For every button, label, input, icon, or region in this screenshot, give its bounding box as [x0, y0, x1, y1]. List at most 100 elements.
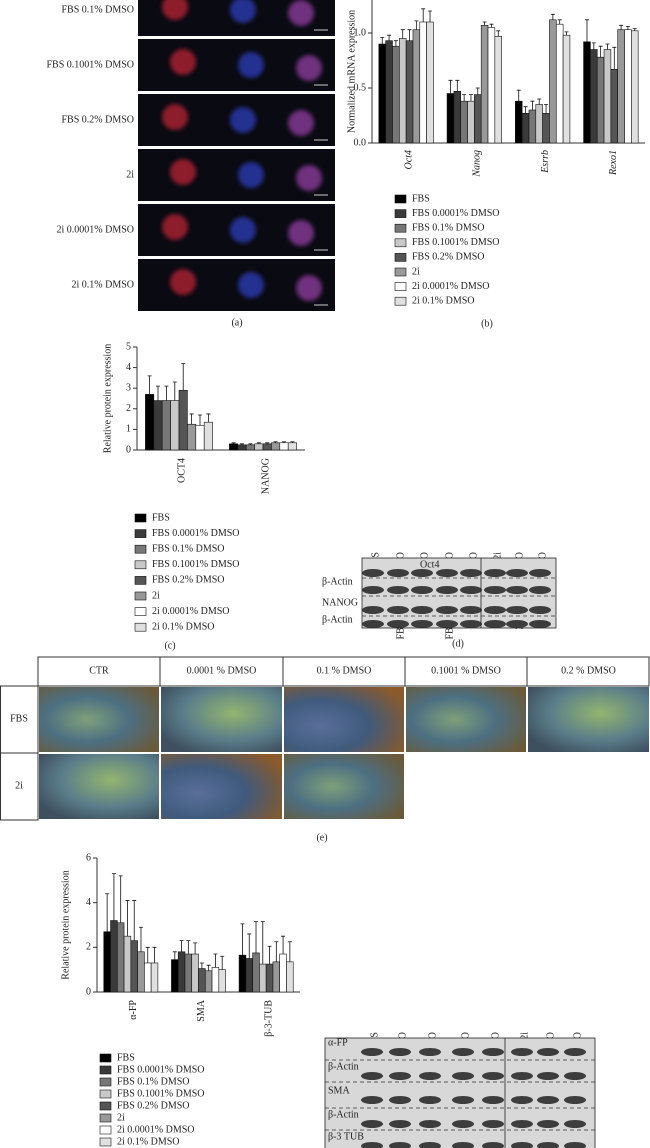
error-bar [240, 923, 245, 956]
colony [288, 110, 314, 136]
error-bar [118, 875, 123, 923]
legend-swatch [99, 1089, 112, 1099]
bar [195, 424, 205, 451]
row-header: 2i [15, 780, 23, 791]
band [482, 1120, 504, 1128]
band [537, 1072, 559, 1080]
y-tick-label: 0.0 [354, 137, 367, 148]
error-bar [400, 29, 405, 39]
legend-swatch [99, 1065, 112, 1075]
error-bar [281, 935, 286, 955]
bar [631, 30, 639, 144]
legend-label: 2i [152, 590, 160, 601]
legend-swatch [134, 622, 147, 632]
legend-swatch [134, 591, 147, 601]
error-bar [138, 926, 143, 952]
y-tick-label: 4 [126, 362, 131, 373]
bar [170, 400, 180, 451]
bar [123, 935, 132, 993]
band [537, 1142, 559, 1148]
band [436, 586, 458, 594]
error-bar [274, 941, 279, 962]
culture-image [528, 687, 649, 752]
legend-swatch [99, 1101, 112, 1111]
band [419, 1048, 441, 1056]
legend-swatch [134, 560, 147, 570]
bar [184, 953, 193, 993]
error-bar [111, 873, 116, 921]
band [564, 1072, 586, 1080]
error-bar [164, 385, 169, 401]
culture-image [284, 687, 404, 752]
band [506, 620, 528, 628]
bar [474, 94, 482, 144]
bar [562, 34, 571, 144]
band [511, 1072, 533, 1080]
band [460, 569, 482, 577]
bar [150, 962, 159, 993]
error-bar [537, 98, 542, 105]
row-label: β-Actin [322, 576, 353, 587]
bar [610, 69, 618, 144]
error-bar [380, 37, 385, 44]
band [361, 1048, 383, 1056]
band [362, 620, 384, 628]
error-bar [564, 31, 569, 36]
column-header: CTR [89, 665, 109, 676]
row-label: 2i 0.0001% DMSO [56, 224, 134, 235]
bar [204, 970, 213, 993]
caption: (c) [164, 640, 175, 651]
bar [161, 400, 171, 451]
bar [480, 24, 489, 144]
row-label: β-Actin [322, 614, 353, 625]
legend-label: FBS [117, 1052, 135, 1063]
bar [412, 29, 421, 144]
band [436, 569, 458, 577]
band [436, 606, 458, 614]
legend-label: FBS 0.0001% DMSO [117, 1064, 205, 1075]
band [564, 1048, 586, 1056]
row-header: FBS [10, 713, 28, 724]
error-bar [421, 8, 426, 22]
row-label: FBS 0.1% DMSO [61, 4, 134, 15]
bar [521, 113, 530, 144]
legend-label: FBS 0.1% DMSO [152, 543, 225, 554]
error-bar [584, 19, 589, 42]
legend-label: FBS 0.2% DMSO [412, 252, 485, 263]
legend-label: 2i 0.1% DMSO [152, 621, 215, 632]
error-bar [247, 933, 252, 959]
band [387, 586, 409, 594]
bar [590, 49, 598, 144]
band [389, 1048, 411, 1056]
culture-image [161, 687, 282, 752]
y-axis-label: Normalized mRNA expression [346, 10, 357, 133]
band [361, 1120, 383, 1128]
bar [617, 29, 625, 144]
bar [271, 442, 281, 451]
row-label: β-3 TUB [328, 1131, 364, 1142]
error-bar [265, 442, 270, 444]
bar [405, 40, 414, 144]
error-bar [267, 945, 272, 965]
legend-swatch [134, 576, 147, 585]
error-bar [213, 953, 218, 968]
error-bar [496, 30, 501, 37]
column-header: 0.2 % DMSO [561, 665, 616, 676]
bar [252, 952, 260, 993]
error-bar [482, 21, 487, 26]
colony [170, 269, 196, 295]
error-bar [145, 946, 150, 963]
band [537, 1096, 559, 1104]
legend-swatch [394, 282, 407, 291]
error-bar [273, 441, 278, 443]
error-bar [231, 442, 236, 444]
caption: (e) [316, 832, 327, 843]
band [506, 569, 528, 577]
error-bar [254, 921, 259, 953]
culture-image [39, 687, 159, 752]
band [537, 1120, 559, 1128]
bar [603, 49, 612, 144]
error-bar [591, 42, 596, 50]
colony [238, 272, 264, 298]
